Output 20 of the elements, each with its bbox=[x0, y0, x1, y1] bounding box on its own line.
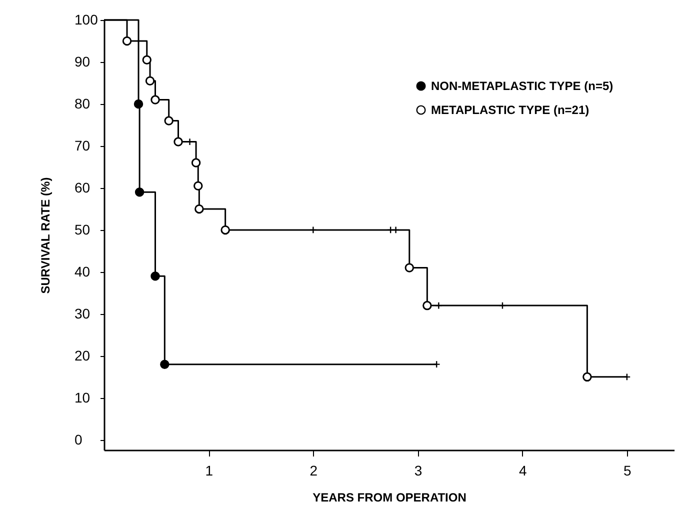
y-tick-label: 40 bbox=[74, 263, 90, 280]
y-tick-label: 90 bbox=[74, 53, 90, 70]
y-tick-label: 60 bbox=[74, 179, 90, 196]
legend-label: NON-METAPLASTIC TYPE (n=5) bbox=[431, 79, 614, 93]
y-tick-label: 80 bbox=[74, 95, 90, 112]
y-tick-label: 0 bbox=[74, 431, 82, 448]
x-tick-label: 1 bbox=[205, 462, 214, 478]
y-axis-title: SURVIVAL RATE (%) bbox=[38, 177, 52, 294]
y-tick-label: 20 bbox=[74, 347, 90, 364]
legend-label: METAPLASTIC TYPE (n=21) bbox=[431, 103, 590, 117]
x-tick-label: 4 bbox=[518, 462, 527, 478]
x-tick-label: 5 bbox=[624, 462, 632, 478]
x-axis-title: YEARS FROM OPERATION bbox=[312, 490, 466, 504]
y-tick-label: 100 bbox=[74, 12, 98, 28]
y-tick-label: 70 bbox=[74, 137, 90, 154]
y-tick-label: 50 bbox=[74, 221, 90, 238]
x-tick-label: 2 bbox=[310, 462, 318, 478]
y-tick-label: 10 bbox=[74, 389, 90, 406]
y-tick-label: 30 bbox=[74, 305, 90, 322]
x-tick-label: 3 bbox=[414, 462, 422, 478]
